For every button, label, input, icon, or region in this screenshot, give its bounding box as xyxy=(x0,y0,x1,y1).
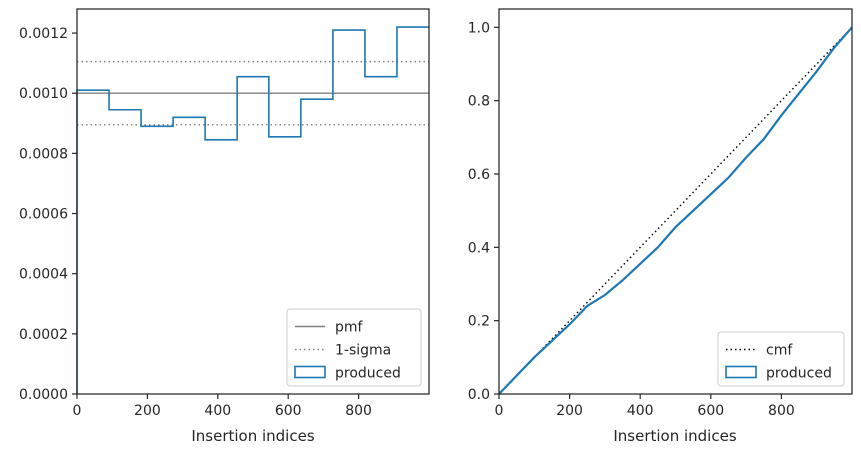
y-tick-label: 0.0004 xyxy=(19,267,68,283)
histogram-legend: pmf 1-sigma produced xyxy=(286,308,422,387)
x-tick-label: 600 xyxy=(275,403,302,419)
y-tick-label: 0.0002 xyxy=(19,327,68,343)
legend-swatch xyxy=(725,365,757,379)
x-tick-label: 800 xyxy=(345,403,372,419)
x-tick-label: 600 xyxy=(697,403,724,419)
x-tick-label: 800 xyxy=(768,403,795,419)
y-tick-label: 0.0008 xyxy=(19,146,68,162)
y-tick-label: 0.0006 xyxy=(19,207,68,223)
plot-frame xyxy=(76,8,430,395)
legend-swatch xyxy=(294,365,326,379)
plot-frame xyxy=(498,8,853,395)
y-tick-label: 0.6 xyxy=(468,167,490,183)
histogram-chart: 0 200 400 600 800 0.0000 0.0002 0.0004 0.0006 0.0… xyxy=(19,8,430,445)
y-tick-label: 0.0012 xyxy=(19,26,68,42)
x-tick-label: 0 xyxy=(73,403,82,419)
legend-label: produced xyxy=(766,366,832,382)
x-tick-label: 400 xyxy=(204,403,231,419)
y-tick-label: 0.2 xyxy=(468,314,490,330)
cumulative-legend: cmf produced xyxy=(717,331,845,387)
legend-label: pmf xyxy=(335,320,364,336)
x-tick-label: 200 xyxy=(556,403,583,419)
legend-label: cmf xyxy=(766,343,793,359)
x-tick-label: 200 xyxy=(134,403,161,419)
legend-box xyxy=(717,331,845,387)
y-tick-label: 0.0000 xyxy=(19,387,68,403)
cumulative-marks xyxy=(498,26,853,395)
plot-area-background xyxy=(499,9,852,394)
histogram-marks xyxy=(76,26,429,394)
x-axis-label: Insertion indices xyxy=(191,427,314,445)
x-tick-label: 0 xyxy=(495,403,504,419)
y-tick-label: 0.0 xyxy=(468,387,490,403)
x-axis-label: Insertion indices xyxy=(613,427,736,445)
y-tick-label: 0.4 xyxy=(468,240,490,256)
histogram-ticks: 0 200 400 600 800 0.0000 0.0002 0.0004 0.0006 0.0… xyxy=(19,26,372,419)
y-tick-label: 1.0 xyxy=(468,20,490,36)
legend-label: 1-sigma xyxy=(335,343,391,359)
y-tick-label: 0.8 xyxy=(468,94,490,110)
cumulative-chart: 0 200 400 600 800 0.0 0.2 0.4 0.6 0.8 1.0 Insertio… xyxy=(468,8,853,445)
y-tick-label: 0.0010 xyxy=(19,86,68,102)
legend-label: produced xyxy=(335,366,401,382)
cumulative-ticks: 0 200 400 600 800 0.0 0.2 0.4 0.6 0.8 1.0 xyxy=(468,20,795,419)
cmf-series xyxy=(498,26,853,395)
x-tick-label: 400 xyxy=(627,403,654,419)
produced-series xyxy=(498,26,853,395)
produced-step-series xyxy=(76,26,429,394)
